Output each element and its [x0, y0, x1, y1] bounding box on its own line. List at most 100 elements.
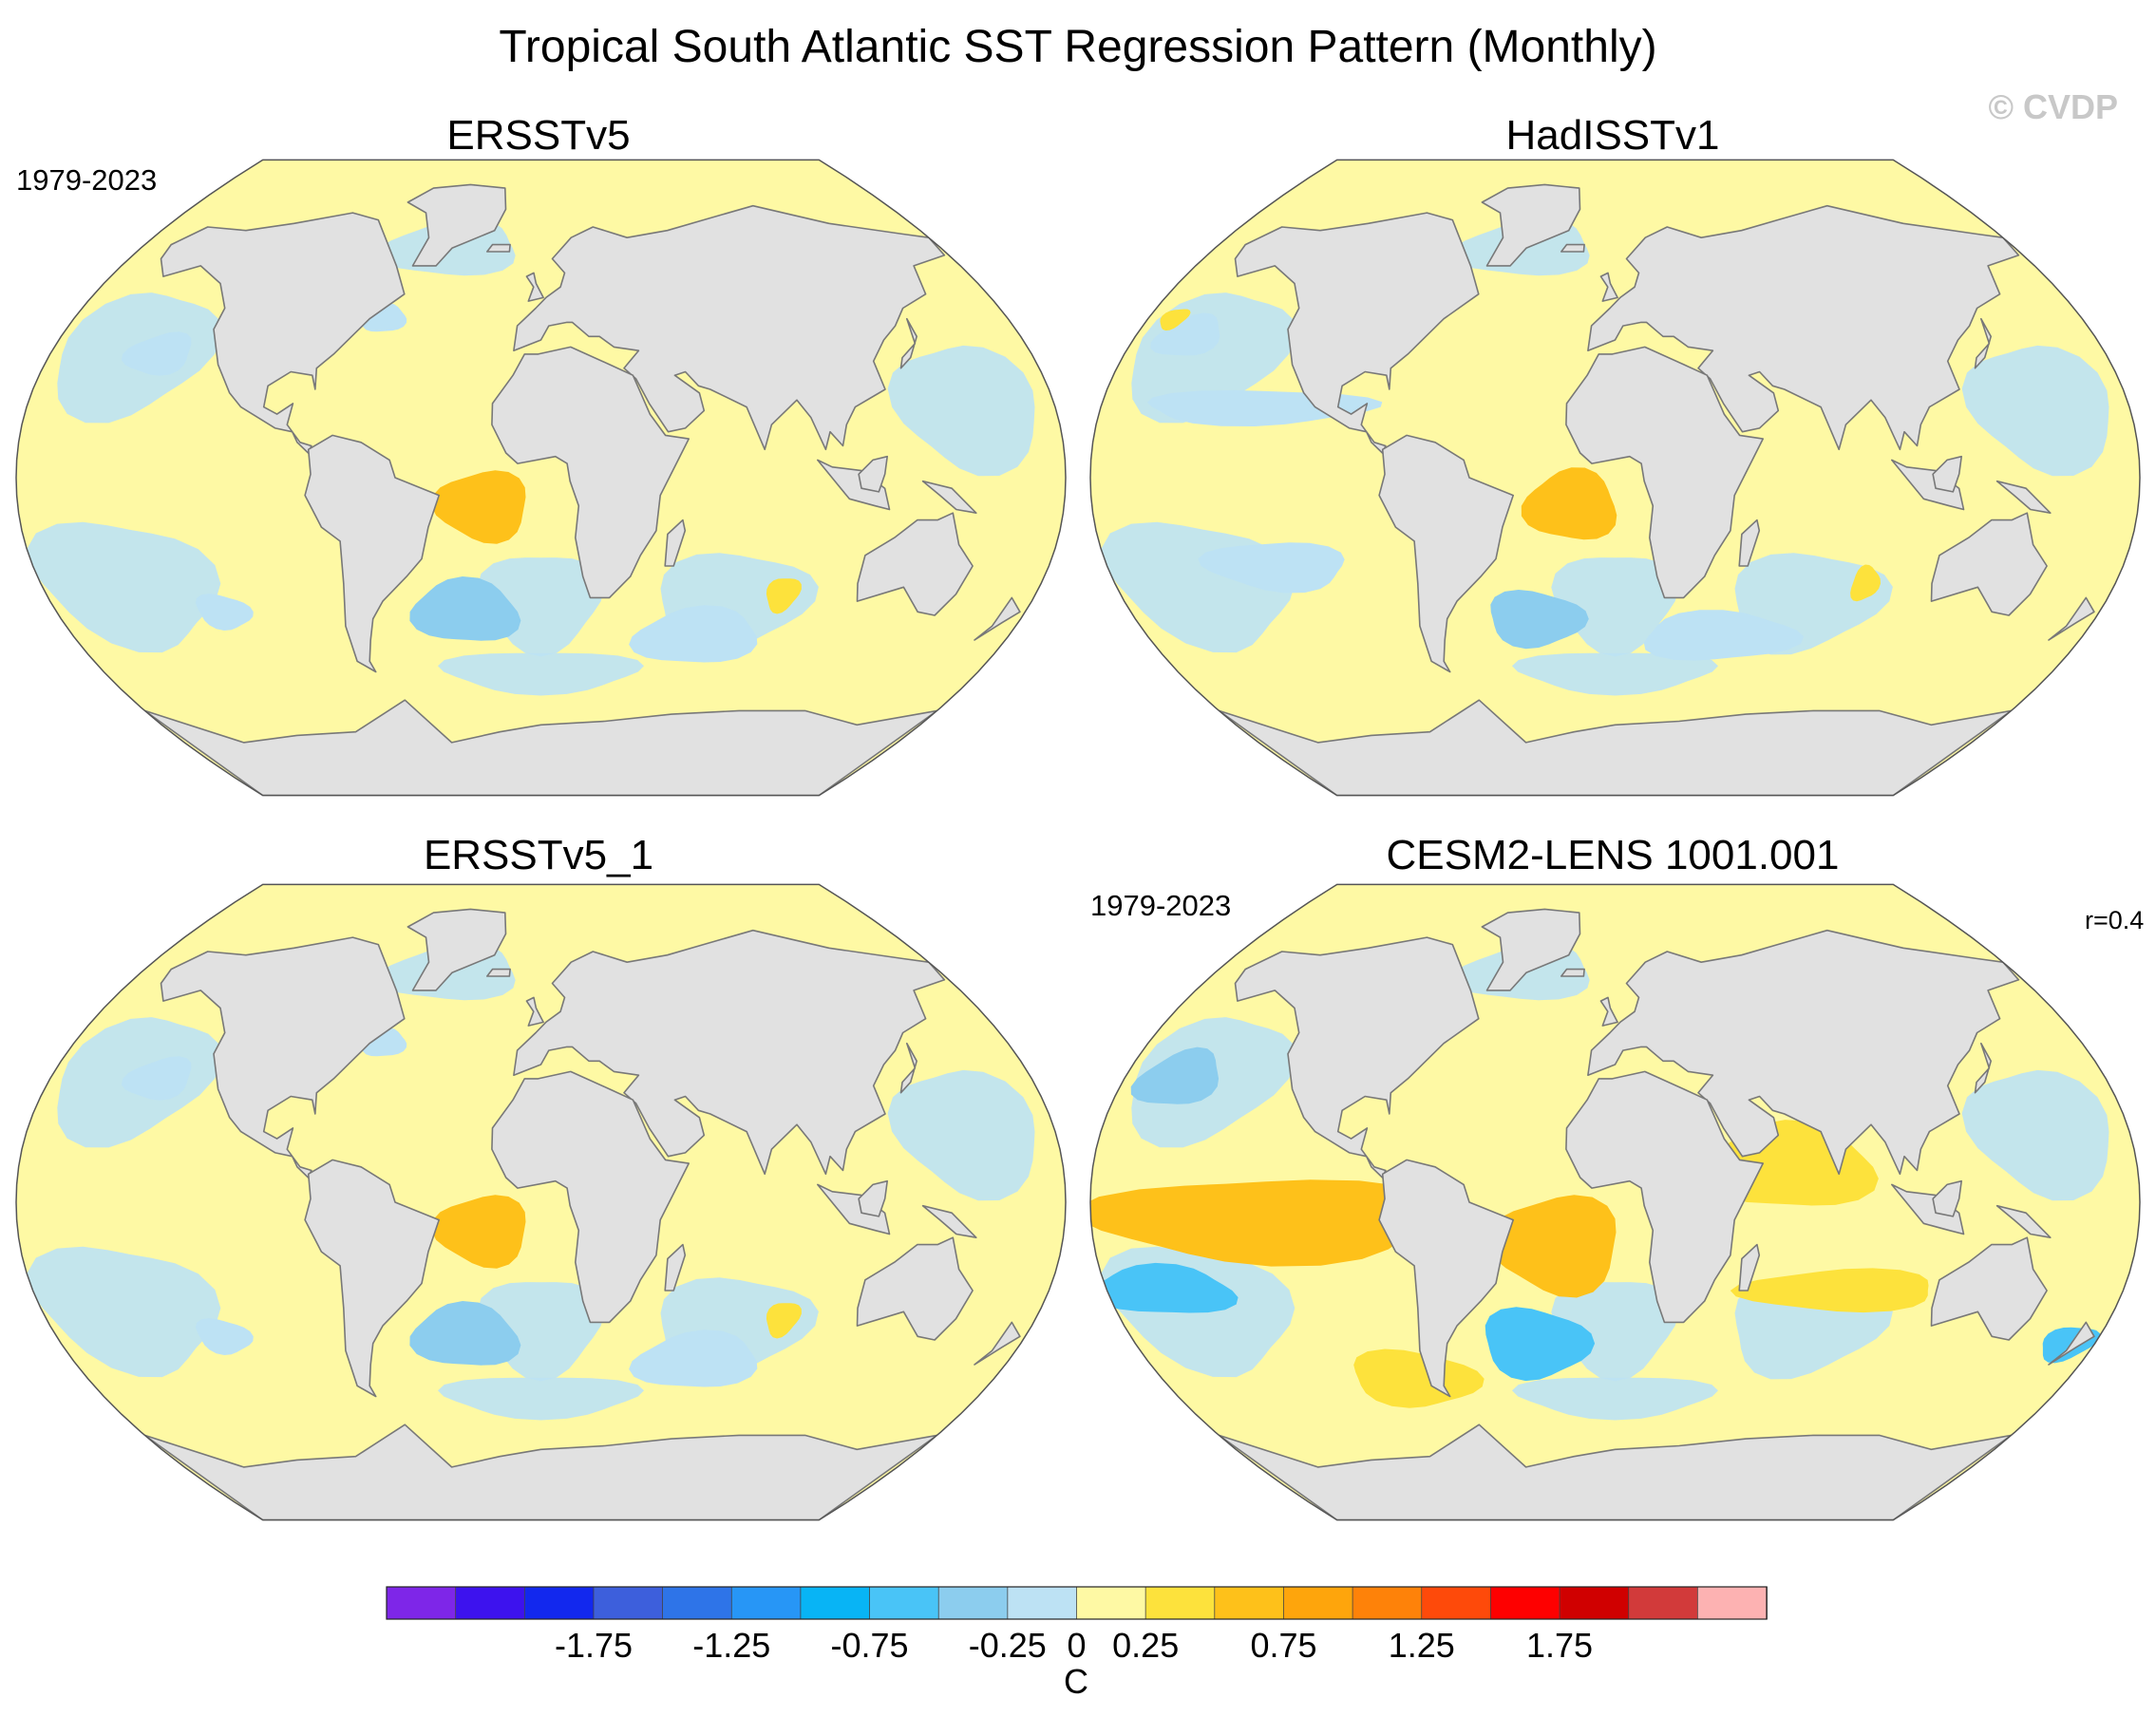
- colorbar-swatch: [523, 1586, 595, 1620]
- anomaly-region: [1160, 309, 1191, 331]
- land-australia: [1930, 1236, 2048, 1341]
- map-outline: [15, 883, 1067, 1521]
- land-australia: [1930, 512, 2048, 616]
- anomaly-band: [438, 1377, 644, 1421]
- colorbar-tick-labels: -1.75 -1.25 -0.75 -0.25 0 0.25 0.75 1.25 1.75: [0, 1626, 2156, 1673]
- colorbar-swatch: [1144, 1586, 1216, 1620]
- colorbar-swatch: [730, 1586, 802, 1620]
- land-africa: [1565, 346, 1764, 599]
- panel-title-3: CESM2-LENS 1001.001: [1386, 832, 1840, 878]
- land-new-guinea: [921, 480, 977, 514]
- anomaly-band: [887, 1069, 1035, 1201]
- land-borneo: [1932, 1179, 1962, 1217]
- anomaly-region: [196, 1318, 254, 1355]
- land-antarctica: [1218, 1424, 2013, 1520]
- colorbar: [386, 1586, 1768, 1620]
- map-outline: [1089, 883, 2141, 1521]
- anomaly-region: [766, 578, 802, 614]
- land-antarctica: [1218, 699, 2013, 796]
- map-outline: [1089, 159, 2141, 797]
- land-south-america: [304, 434, 440, 673]
- figure-title: Tropical South Atlantic SST Regression P…: [499, 22, 1657, 72]
- land-australia: [856, 512, 974, 616]
- land-borneo: [1932, 455, 1962, 493]
- anomaly-region: [431, 470, 526, 544]
- colorbar-tick-label: -0.75: [830, 1626, 909, 1665]
- colorbar-swatch: [1490, 1586, 1560, 1620]
- colorbar-tick-label: 1.25: [1388, 1626, 1455, 1665]
- land-eurasia: [513, 929, 946, 1176]
- land-greenland: [407, 183, 507, 267]
- colorbar-swatch: [1696, 1586, 1768, 1620]
- map-outline: [15, 159, 1067, 797]
- colorbar-swatch: [1076, 1586, 1147, 1620]
- land-iceland: [485, 243, 511, 253]
- anomaly-region: [1850, 564, 1881, 602]
- land-new-guinea: [1995, 480, 2052, 514]
- land-uk: [1599, 996, 1618, 1027]
- land-north-america: [1234, 212, 1480, 454]
- colorbar-tick-label: 0: [1067, 1626, 1087, 1665]
- colorbar-swatch: [1283, 1586, 1354, 1620]
- colorbar-swatch: [1421, 1586, 1492, 1620]
- colorbar-swatch: [1352, 1586, 1423, 1620]
- land-indonesia: [817, 459, 891, 511]
- panel-title-0: ERSSTv5: [446, 112, 631, 159]
- colorbar-swatch: [1214, 1586, 1285, 1620]
- anomaly-region: [1353, 1348, 1485, 1408]
- land-africa: [491, 1070, 690, 1324]
- copyright-watermark: © CVDP: [1988, 87, 2118, 126]
- anomaly-region: [409, 576, 521, 641]
- land-uk: [525, 272, 544, 302]
- land-japan: [1974, 1042, 1992, 1094]
- anomaly-region: [121, 331, 192, 376]
- anomaly-band: [1512, 1377, 1718, 1421]
- colorbar-tick-label: 0.75: [1250, 1626, 1317, 1665]
- land-borneo: [858, 1179, 888, 1217]
- land-north-america: [1234, 936, 1480, 1179]
- anomaly-region: [1730, 1268, 1929, 1313]
- land-uk: [1599, 272, 1618, 302]
- land-madagascar: [1738, 1243, 1761, 1292]
- land-new-guinea: [921, 1204, 977, 1238]
- anomaly-band: [887, 345, 1035, 477]
- anomaly-region: [431, 1195, 526, 1269]
- anomaly-region: [1521, 467, 1617, 540]
- land-iceland: [1560, 243, 1585, 253]
- map-panel-0: [15, 159, 1067, 797]
- anomaly-region: [1130, 1047, 1220, 1104]
- land-borneo: [858, 455, 888, 493]
- anomaly-region: [629, 1329, 758, 1387]
- land-indonesia: [1891, 1183, 1965, 1235]
- anomaly-band: [27, 1246, 221, 1378]
- land-greenland: [1481, 183, 1581, 267]
- land-greenland: [407, 908, 507, 991]
- anomaly-region: [121, 1056, 192, 1101]
- anomaly-band: [1961, 345, 2109, 477]
- land-uk: [525, 996, 544, 1027]
- land-eurasia: [1587, 929, 2020, 1176]
- land-australia: [856, 1236, 974, 1341]
- anomaly-region: [1490, 590, 1589, 650]
- colorbar-tick-label: -0.25: [968, 1626, 1047, 1665]
- colorbar-swatch: [937, 1586, 1009, 1620]
- land-south-america: [1378, 434, 1514, 673]
- map-panel-1: [1089, 159, 2141, 797]
- anomaly-region: [1643, 610, 1805, 661]
- map-panel-2: [15, 883, 1067, 1521]
- land-indonesia: [817, 1183, 891, 1235]
- map-panel-3: [1089, 883, 2141, 1521]
- colorbar-tick-label: 1.75: [1525, 1626, 1594, 1665]
- land-madagascar: [1738, 519, 1761, 567]
- land-south-america: [1378, 1159, 1514, 1398]
- colorbar-swatch: [1007, 1586, 1078, 1620]
- land-indonesia: [1891, 459, 1965, 511]
- land-africa: [491, 346, 690, 599]
- colorbar-swatch: [662, 1586, 733, 1620]
- land-north-america: [160, 212, 406, 454]
- anomaly-region: [196, 594, 254, 631]
- colorbar-swatch: [800, 1586, 871, 1620]
- anomaly-region: [766, 1303, 802, 1339]
- land-new-zealand: [2048, 1321, 2095, 1366]
- panel-period-3: 1979-2023: [1090, 889, 1232, 922]
